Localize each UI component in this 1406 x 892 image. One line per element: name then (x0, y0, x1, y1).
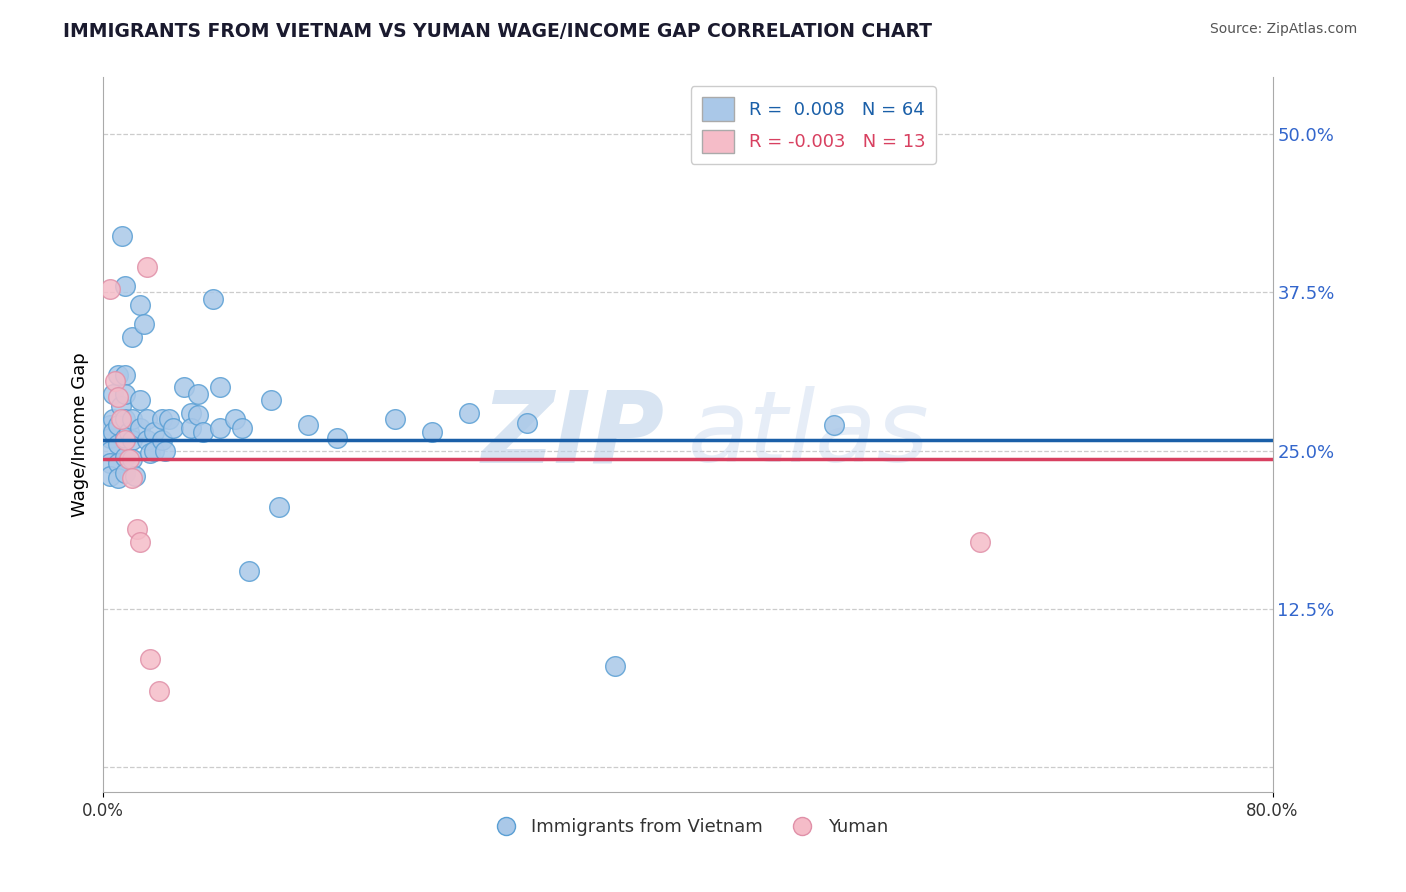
Point (100, 468, 122, 483)
Point (114, 467, 136, 481)
Point (121, 471, 143, 485)
Point (107, 368, 129, 382)
Point (209, 380, 232, 394)
Point (100, 282, 122, 296)
Point (107, 391, 129, 405)
Point (823, 418, 845, 433)
Text: ZIP: ZIP (481, 386, 665, 483)
Point (114, 368, 136, 382)
Point (107, 456, 129, 470)
Point (114, 450, 136, 464)
Point (260, 392, 283, 407)
Point (191, 425, 214, 439)
Point (132, 317, 155, 331)
Text: IMMIGRANTS FROM VIETNAM VS YUMAN WAGE/INCOME GAP CORRELATION CHART: IMMIGRANTS FROM VIETNAM VS YUMAN WAGE/IN… (63, 22, 932, 41)
Point (103, 412, 125, 426)
Point (326, 431, 349, 445)
Point (107, 418, 129, 433)
Point (153, 443, 176, 458)
Point (110, 412, 132, 426)
Point (136, 260, 159, 274)
Point (111, 228, 134, 243)
Point (139, 446, 162, 460)
Point (136, 412, 159, 426)
Point (121, 329, 143, 343)
Point (384, 412, 406, 426)
Point (162, 421, 184, 435)
Point (128, 392, 150, 407)
Point (110, 399, 132, 413)
Point (121, 434, 143, 448)
Point (100, 443, 122, 458)
Point (128, 534, 150, 549)
Point (103, 425, 125, 439)
Point (187, 386, 209, 401)
Point (231, 421, 253, 435)
Legend: Immigrants from Vietnam, Yuman: Immigrants from Vietnam, Yuman (481, 811, 896, 844)
Point (114, 434, 136, 448)
Point (150, 412, 173, 426)
Text: Source: ZipAtlas.com: Source: ZipAtlas.com (1209, 22, 1357, 37)
Point (118, 425, 141, 439)
Point (150, 434, 173, 448)
Point (187, 408, 209, 422)
Point (100, 456, 122, 470)
Point (114, 386, 136, 401)
Point (121, 452, 143, 467)
Point (267, 500, 290, 515)
Point (180, 406, 202, 420)
Point (969, 534, 991, 549)
Point (297, 418, 319, 433)
Text: atlas: atlas (688, 386, 929, 483)
Point (157, 412, 180, 426)
Point (143, 443, 166, 458)
Point (136, 434, 159, 448)
Point (173, 380, 195, 394)
Point (603, 658, 626, 673)
Y-axis label: Wage/Income Gap: Wage/Income Gap (72, 352, 89, 517)
Point (180, 421, 202, 435)
Point (148, 683, 170, 698)
Point (516, 416, 538, 430)
Point (114, 431, 136, 445)
Point (121, 412, 143, 426)
Point (107, 437, 129, 451)
Point (104, 374, 127, 388)
Point (128, 298, 150, 312)
Point (238, 564, 260, 578)
Point (107, 471, 129, 485)
Point (420, 425, 443, 439)
Point (125, 522, 148, 536)
Point (224, 412, 246, 426)
Point (143, 425, 166, 439)
Point (201, 292, 224, 306)
Point (209, 421, 232, 435)
Point (118, 452, 141, 467)
Point (103, 386, 125, 401)
Point (100, 431, 122, 445)
Point (128, 421, 150, 435)
Point (100, 418, 122, 433)
Point (114, 412, 136, 426)
Point (139, 652, 162, 666)
Point (124, 468, 146, 483)
Point (114, 279, 136, 293)
Point (457, 406, 479, 420)
